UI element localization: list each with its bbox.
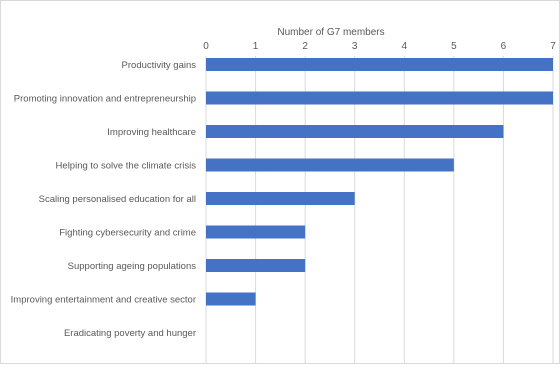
x-tick-label-2: 2 xyxy=(302,41,308,52)
category-label: Scaling personalised education for all xyxy=(39,194,196,205)
x-tick-label-1: 1 xyxy=(253,41,259,52)
x-axis-title: Number of G7 members xyxy=(277,27,384,38)
category-label: Supporting ageing populations xyxy=(68,261,197,272)
bar xyxy=(206,158,454,172)
x-tick-label-4: 4 xyxy=(402,41,408,52)
bar xyxy=(206,292,256,306)
category-label: Helping to solve the climate crisis xyxy=(56,161,197,172)
category-label: Promoting innovation and entrepreneurshi… xyxy=(14,94,196,105)
category-label: Eradicating poverty and hunger xyxy=(64,328,196,339)
category-label: Improving healthcare xyxy=(107,127,196,138)
bar xyxy=(206,91,553,105)
bars xyxy=(206,58,553,306)
x-tick-label-6: 6 xyxy=(501,41,507,52)
category-labels: Productivity gains Promoting innovation a… xyxy=(11,60,197,339)
bar xyxy=(206,225,306,239)
bar xyxy=(206,125,504,138)
x-tick-labels: 0 1 2 3 4 5 6 7 xyxy=(203,41,556,52)
x-tick-label-5: 5 xyxy=(451,41,457,52)
category-label: Improving entertainment and creative sec… xyxy=(11,295,196,306)
category-label: Fighting cybersecurity and crime xyxy=(59,228,196,239)
x-tick-label-7: 7 xyxy=(550,41,556,52)
category-label: Productivity gains xyxy=(122,60,197,71)
x-tick-label-0: 0 xyxy=(203,41,209,52)
x-tick-label-3: 3 xyxy=(352,41,358,52)
bar xyxy=(206,58,553,71)
bar xyxy=(206,192,355,205)
bar xyxy=(206,259,306,272)
gridlines xyxy=(205,56,554,363)
